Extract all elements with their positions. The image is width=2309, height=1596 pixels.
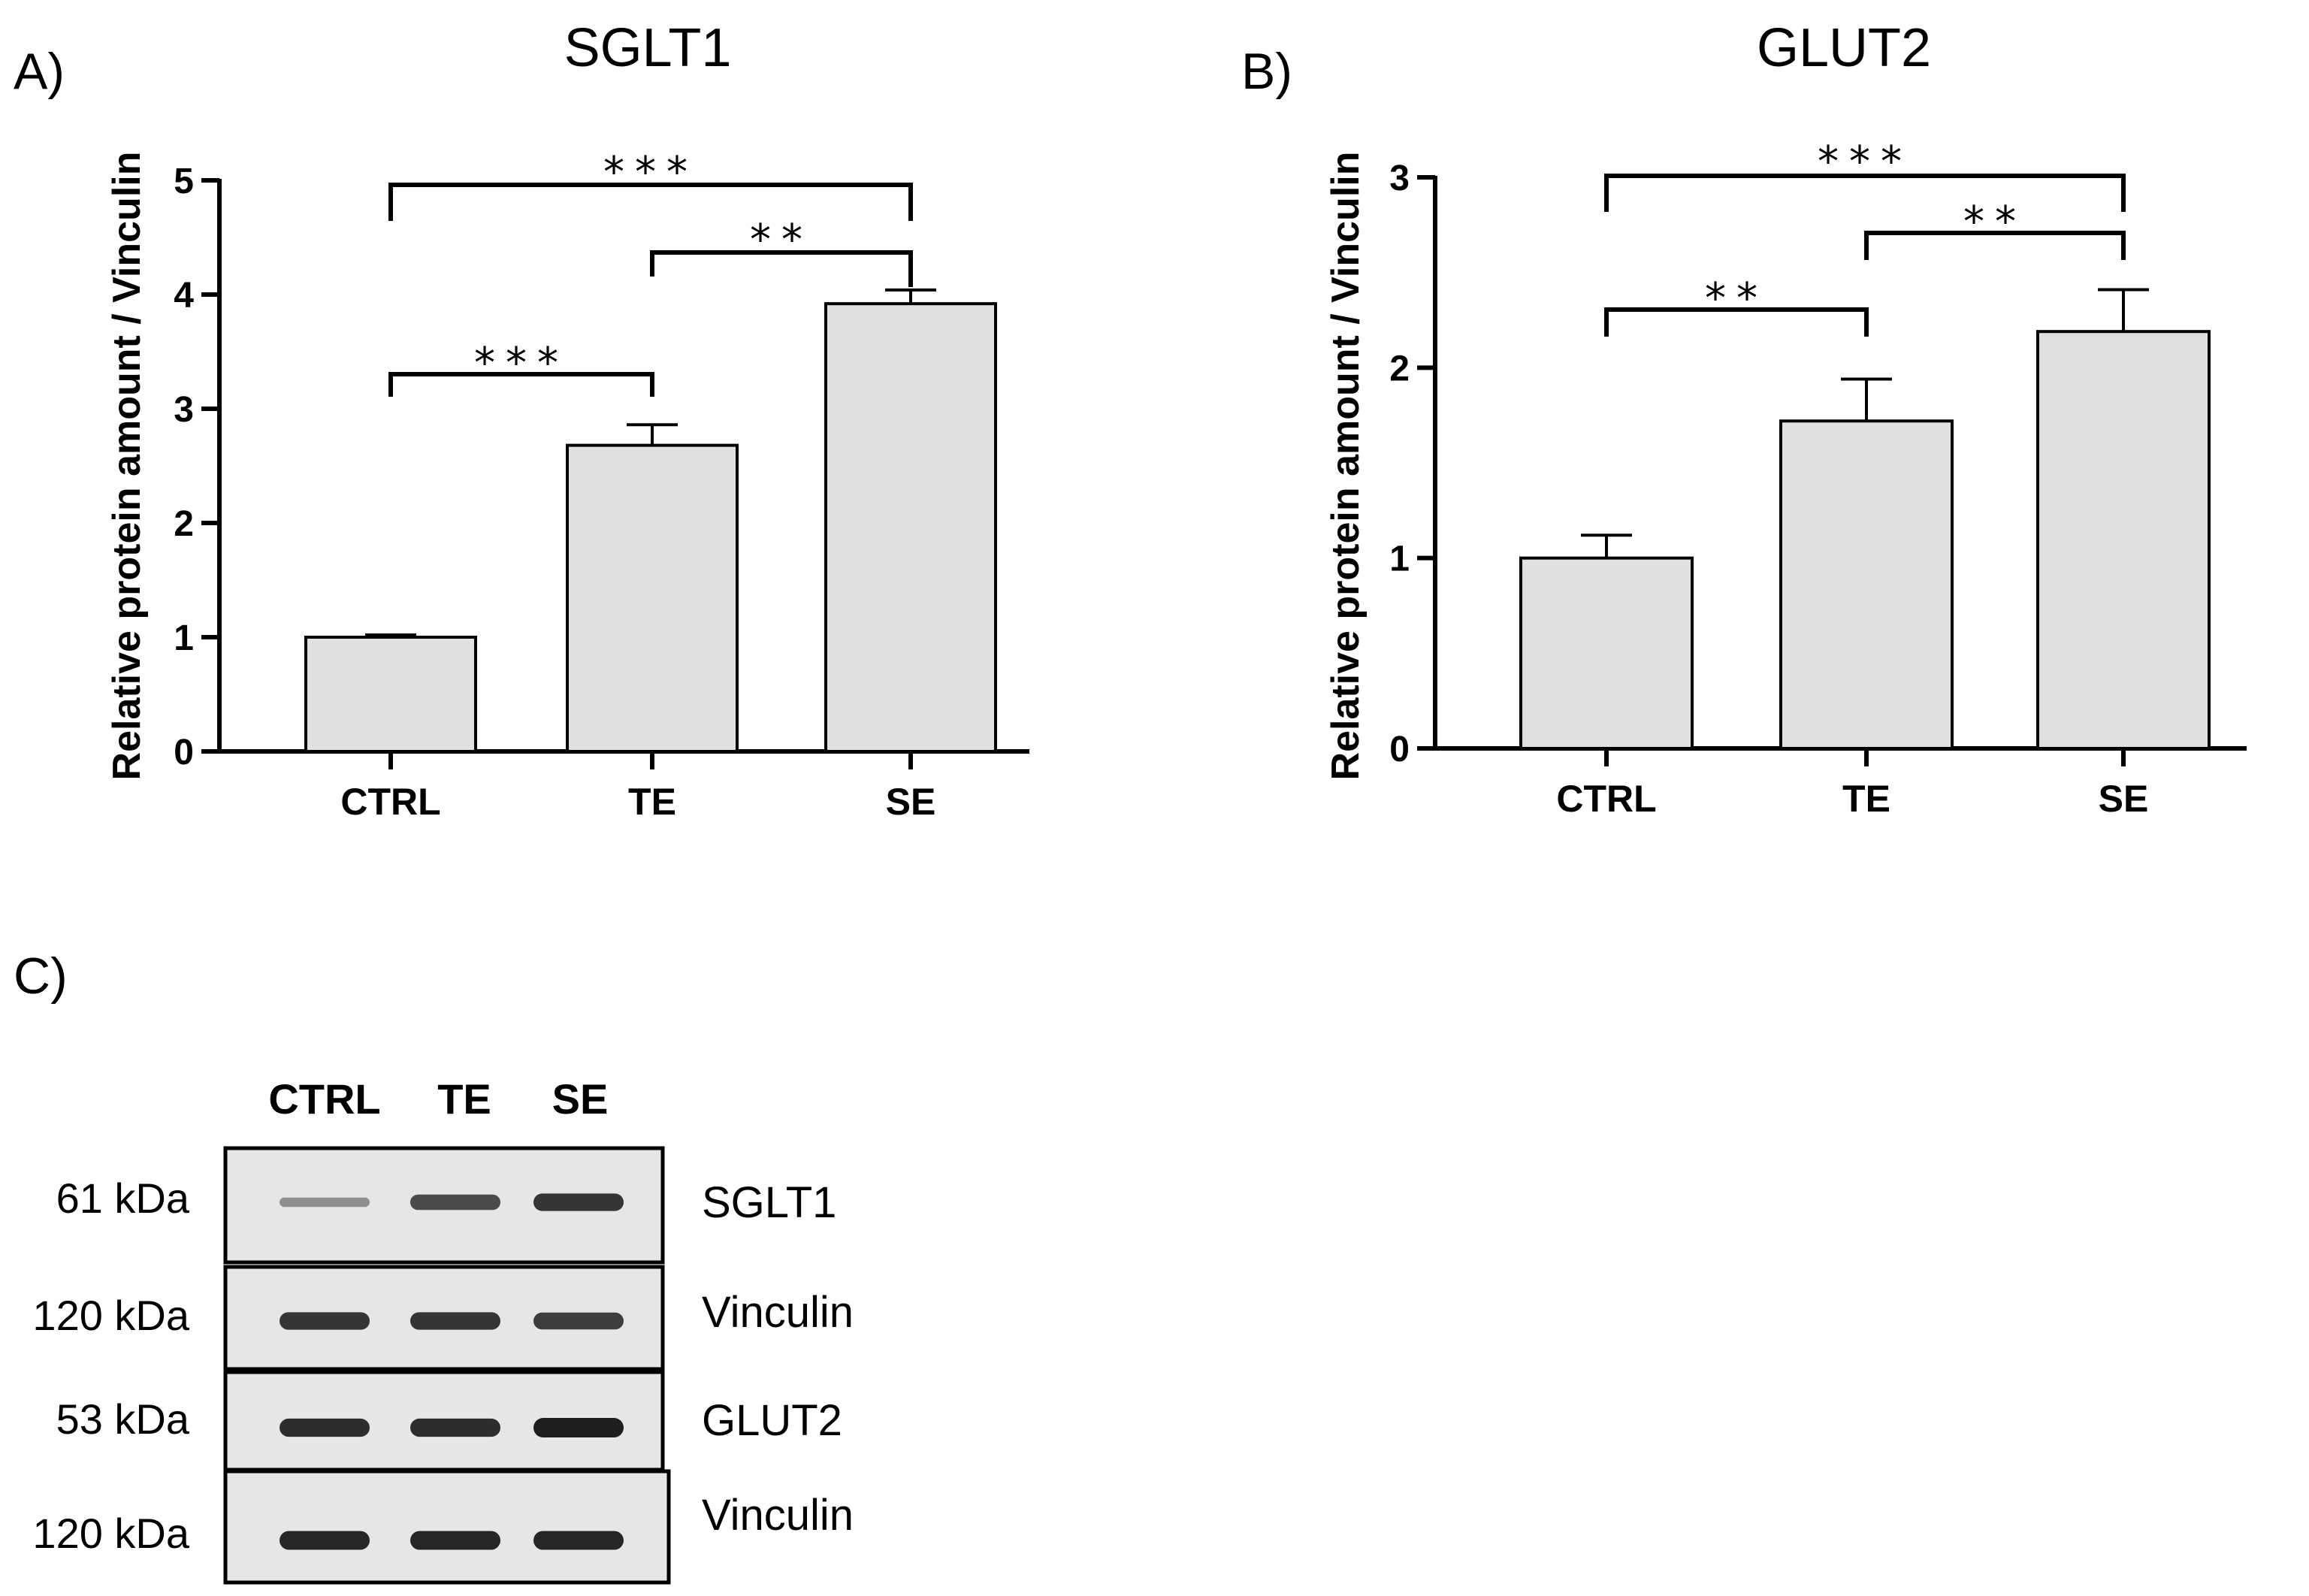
blot-size-label: 120 kDa xyxy=(32,1510,189,1557)
y-tick-label: 1 xyxy=(1389,540,1410,579)
blot-band xyxy=(280,1418,370,1437)
bar-ctrl xyxy=(1519,556,1694,751)
significance-label: *** xyxy=(603,148,698,197)
significance-bracket xyxy=(1604,174,2126,212)
bar-se xyxy=(2036,330,2211,750)
blot-size-label: 53 kDa xyxy=(56,1395,190,1443)
significance-label: ** xyxy=(750,216,813,264)
blot-band xyxy=(533,1193,624,1211)
bar-se xyxy=(824,302,997,754)
blot-band xyxy=(410,1531,500,1550)
glut2-bar-chart: GLUT2 Relative protein amount / Vinculin 0… xyxy=(1324,18,2247,820)
y-tick-label: 4 xyxy=(174,276,194,316)
panel-label-a: A) xyxy=(14,43,65,100)
blot-lane-label: SE xyxy=(552,1075,609,1123)
significance-bracket xyxy=(1604,307,1869,337)
blot-band xyxy=(280,1197,370,1208)
y-tick-label: 0 xyxy=(174,733,194,772)
blot-protein-label: SGLT1 xyxy=(702,1178,836,1227)
panel-label-c: C) xyxy=(14,948,68,1005)
blot-size-label: 120 kDa xyxy=(32,1292,189,1339)
blot-band xyxy=(410,1418,500,1437)
significance-label: ** xyxy=(1705,274,1768,323)
x-tick-label: CTRL xyxy=(340,781,440,823)
x-tick-label: SE xyxy=(2099,778,2149,820)
y-tick-label: 1 xyxy=(174,618,194,658)
x-tick-label: SE xyxy=(886,781,936,823)
panel-label-b: B) xyxy=(1241,43,1292,100)
significance-label: ** xyxy=(1963,198,2026,246)
y-axis-label: Relative protein amount / Vinculin xyxy=(1324,152,1368,781)
blot-protein-label: Vinculin xyxy=(702,1491,854,1540)
significance-label: *** xyxy=(474,339,569,388)
significance-bracket xyxy=(388,183,913,221)
chart-title: GLUT2 xyxy=(1757,18,1931,78)
blot-protein-label: GLUT2 xyxy=(702,1396,842,1445)
x-tick-label: TE xyxy=(628,781,676,823)
x-tick-label: CTRL xyxy=(1556,778,1656,820)
significance-bracket xyxy=(650,250,913,287)
y-axis-label: Relative protein amount / Vinculin xyxy=(105,152,149,781)
chart-title: SGLT1 xyxy=(564,18,732,78)
significance-bracket xyxy=(388,372,654,397)
y-tick-label: 2 xyxy=(1389,349,1410,388)
bar-te xyxy=(1779,419,1954,750)
y-tick-label: 0 xyxy=(1389,730,1410,769)
bar-ctrl xyxy=(304,636,477,753)
y-tick-label: 2 xyxy=(174,504,194,544)
y-tick-label: 3 xyxy=(1389,159,1410,198)
blot-size-label: 61 kDa xyxy=(56,1174,190,1222)
blot-band xyxy=(280,1531,370,1550)
blot-lane-label: TE xyxy=(437,1075,491,1123)
blot-band xyxy=(533,1312,624,1330)
western-blot: CTRL TE SE 61 kDa SGLT1 120 kDa Vinculin 53 kDa… xyxy=(32,1075,854,1585)
blot-band xyxy=(410,1194,500,1211)
blot-band xyxy=(533,1418,624,1437)
blot-strip-vinculin xyxy=(223,1469,671,1585)
significance-bracket xyxy=(1864,231,2126,260)
significance-label: *** xyxy=(1818,138,1912,186)
y-tick-label: 5 xyxy=(174,162,194,201)
blot-band xyxy=(410,1312,500,1330)
y-tick-label: 3 xyxy=(174,390,194,430)
blot-band xyxy=(533,1531,624,1550)
blot-lane-label: CTRL xyxy=(268,1075,380,1123)
bar-te xyxy=(566,443,739,753)
sglt1-bar-chart: SGLT1 Relative protein amount / Vinculin 0… xyxy=(105,18,1029,823)
blot-band xyxy=(280,1312,370,1330)
blot-protein-label: Vinculin xyxy=(702,1288,854,1337)
x-tick-label: TE xyxy=(1842,778,1890,820)
